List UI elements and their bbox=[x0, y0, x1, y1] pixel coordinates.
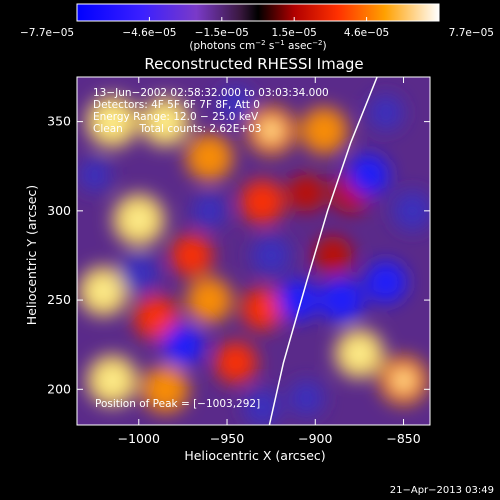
emission-core-4 bbox=[95, 283, 112, 300]
emission-source-14 bbox=[141, 365, 189, 413]
emission-source-15 bbox=[214, 341, 258, 384]
emission-source-30 bbox=[218, 86, 254, 122]
heatmap-image bbox=[77, 77, 430, 425]
emission-source-31 bbox=[78, 158, 112, 192]
info-line-1: 13−Jun−2002 02:58:32.000 to 03:03:34.000 bbox=[93, 87, 329, 99]
emission-source-32 bbox=[288, 380, 325, 416]
emission-source-10 bbox=[186, 277, 233, 324]
emission-source-12 bbox=[313, 236, 353, 275]
info-line-2: Detectors: 4F 5F 6F 7F 8F, Att 0 bbox=[93, 99, 260, 111]
emission-source-18 bbox=[287, 174, 326, 212]
emission-source-28 bbox=[347, 153, 390, 197]
chart-title: Reconstructed RHESSI Image bbox=[144, 55, 363, 73]
x-tick-label-3: −850 bbox=[386, 431, 420, 446]
emission-source-26 bbox=[364, 261, 408, 304]
y-tick-label-2: 300 bbox=[47, 203, 71, 218]
colorbar bbox=[76, 3, 440, 22]
colorbar-tick-label-0: −7.7e−05 bbox=[20, 27, 74, 39]
info-line-3: Energy Range: 12.0 − 25.0 keV bbox=[93, 111, 259, 123]
emission-source-33 bbox=[368, 95, 404, 131]
info-block: 13−Jun−2002 02:58:32.000 to 03:03:34.000… bbox=[93, 87, 329, 135]
colorbar-label: (photons cm−2 s−1 asec−2) bbox=[189, 39, 326, 52]
colorbar-ticks: −7.7e−05 −4.6e−05 −1.5e−05 1.5e−05 4.6e−05 7.… bbox=[20, 17, 494, 39]
emission-source-21 bbox=[118, 253, 159, 294]
emission-core-5 bbox=[104, 372, 121, 389]
emission-core-2 bbox=[263, 122, 280, 139]
emission-source-9 bbox=[134, 295, 179, 341]
emission-source-22 bbox=[161, 323, 205, 366]
emission-source-6 bbox=[170, 234, 213, 277]
colorbar-tick-label-5: 7.7e−05 bbox=[449, 27, 494, 39]
peak-label: Position of Peak = [−1003,292] bbox=[95, 398, 260, 410]
emission-source-27 bbox=[392, 190, 430, 231]
colorbar-tick-label-3: 1.5e−05 bbox=[272, 27, 317, 39]
emission-core-6 bbox=[351, 345, 368, 362]
x-tick-label-2: −900 bbox=[298, 431, 332, 446]
y-tick-label-0: 200 bbox=[47, 381, 71, 396]
emission-source-23 bbox=[251, 235, 292, 276]
emission-source-11 bbox=[241, 287, 284, 331]
emission-core-3 bbox=[130, 211, 147, 228]
colorbar-tick-label-4: 4.6e−05 bbox=[344, 27, 389, 39]
x-axis-label: Heliocentric X (arcsec) bbox=[184, 448, 325, 463]
colorbar-tick-label-2: −1.5e−05 bbox=[195, 27, 249, 39]
axis-ticks: −1000 −950 −900 −850 200 250 300 350 bbox=[47, 77, 430, 446]
timestamp: 21−Apr−2013 03:49 bbox=[390, 485, 494, 496]
y-axis-label: Heliocentric Y (arcsec) bbox=[24, 185, 39, 325]
y-tick-label-1: 250 bbox=[47, 292, 71, 307]
y-tick-label-3: 350 bbox=[47, 114, 71, 129]
emission-source-4 bbox=[300, 106, 348, 155]
x-tick-label-0: −1000 bbox=[118, 431, 160, 446]
emission-source-7 bbox=[239, 179, 285, 225]
emission-source-24 bbox=[276, 278, 319, 322]
emission-core-7 bbox=[395, 372, 412, 389]
emission-source-2 bbox=[185, 133, 233, 181]
x-tick-label-1: −950 bbox=[210, 431, 244, 446]
plot-frame bbox=[76, 76, 431, 426]
emission-core-0 bbox=[104, 113, 121, 130]
colorbar-tick-label-1: −4.6e−05 bbox=[122, 27, 176, 39]
info-line-4: Clean Total counts: 2.62E+03 bbox=[93, 123, 262, 135]
emission-source-20 bbox=[191, 193, 227, 229]
solar-limb bbox=[268, 77, 378, 425]
emission-core-1 bbox=[157, 113, 174, 130]
emission-source-25 bbox=[319, 277, 365, 323]
